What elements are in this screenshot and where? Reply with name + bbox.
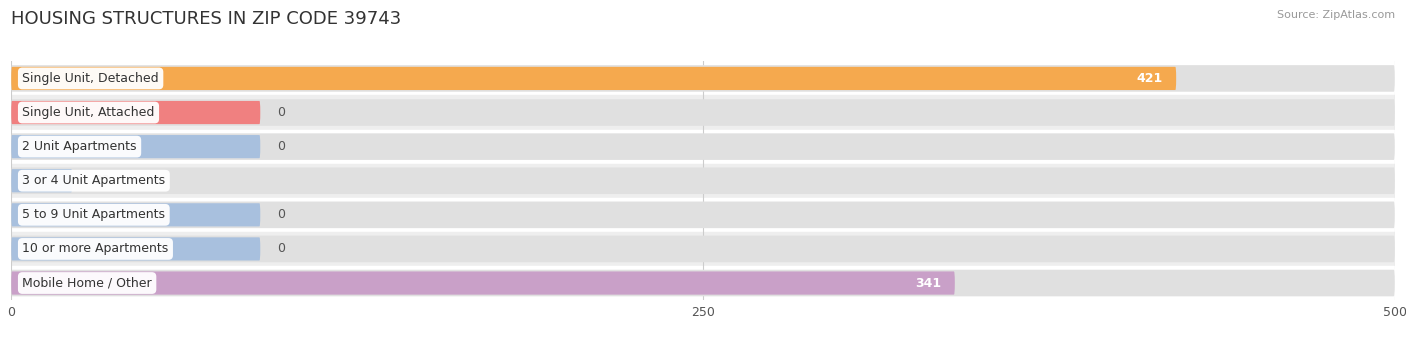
Text: 0: 0	[277, 242, 285, 255]
Bar	[11, 198, 1395, 232]
FancyBboxPatch shape	[11, 237, 260, 261]
Text: 22: 22	[94, 174, 110, 187]
Text: 10 or more Apartments: 10 or more Apartments	[22, 242, 169, 255]
Text: 0: 0	[277, 208, 285, 221]
FancyBboxPatch shape	[11, 133, 1395, 160]
Text: HOUSING STRUCTURES IN ZIP CODE 39743: HOUSING STRUCTURES IN ZIP CODE 39743	[11, 10, 402, 28]
FancyBboxPatch shape	[11, 135, 260, 158]
Bar	[11, 232, 1395, 266]
Bar	[11, 164, 1395, 198]
Text: 3 or 4 Unit Apartments: 3 or 4 Unit Apartments	[22, 174, 166, 187]
FancyBboxPatch shape	[11, 202, 1395, 228]
Text: 341: 341	[915, 277, 941, 290]
Text: Mobile Home / Other: Mobile Home / Other	[22, 277, 152, 290]
FancyBboxPatch shape	[11, 236, 1395, 262]
Text: 5 to 9 Unit Apartments: 5 to 9 Unit Apartments	[22, 208, 166, 221]
Text: 0: 0	[277, 140, 285, 153]
FancyBboxPatch shape	[11, 67, 1177, 90]
Text: 421: 421	[1136, 72, 1163, 85]
FancyBboxPatch shape	[11, 101, 260, 124]
Bar	[11, 130, 1395, 164]
FancyBboxPatch shape	[11, 271, 955, 295]
Bar	[11, 61, 1395, 95]
Text: 2 Unit Apartments: 2 Unit Apartments	[22, 140, 136, 153]
Text: 0: 0	[277, 106, 285, 119]
FancyBboxPatch shape	[11, 169, 72, 192]
FancyBboxPatch shape	[11, 167, 1395, 194]
FancyBboxPatch shape	[11, 270, 1395, 296]
FancyBboxPatch shape	[11, 65, 1395, 92]
Bar	[11, 266, 1395, 300]
FancyBboxPatch shape	[11, 99, 1395, 126]
FancyBboxPatch shape	[11, 203, 260, 226]
Text: Single Unit, Attached: Single Unit, Attached	[22, 106, 155, 119]
Bar	[11, 95, 1395, 130]
Text: Single Unit, Detached: Single Unit, Detached	[22, 72, 159, 85]
Text: Source: ZipAtlas.com: Source: ZipAtlas.com	[1277, 10, 1395, 20]
